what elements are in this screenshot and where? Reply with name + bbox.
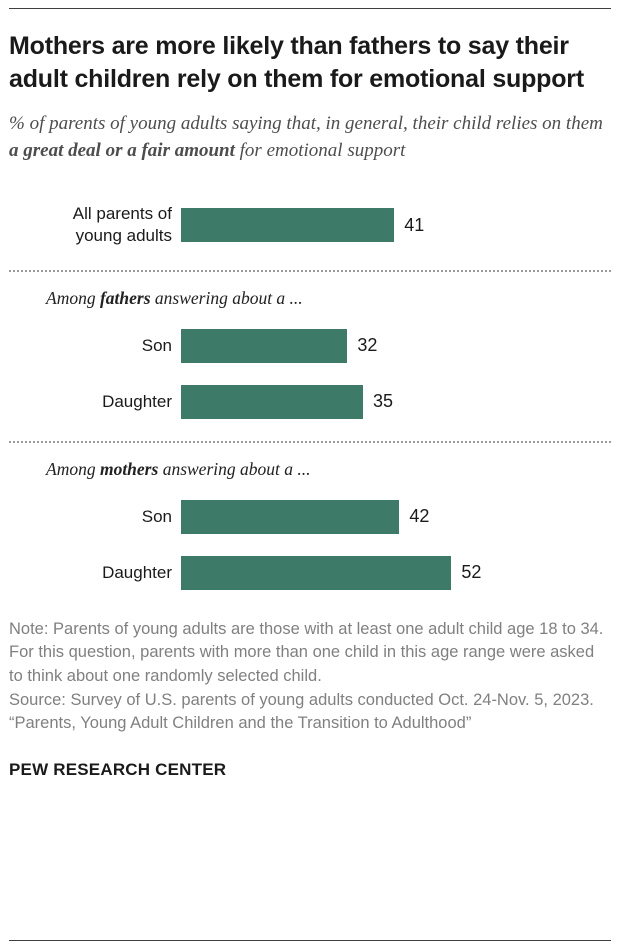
bar-value: 35 (373, 391, 394, 412)
footer-notes: Note: Parents of young adults are those … (9, 618, 611, 780)
bar (181, 499, 400, 534)
bar-row-fathers-son: Son 32 (9, 328, 611, 363)
section-suffix: answering about a ... (158, 458, 311, 479)
bar-row-mothers-daughter: Daughter 52 (9, 555, 611, 590)
bottom-divider (9, 940, 611, 941)
section-prefix: Among (46, 458, 100, 479)
bar-row-all-parents: All parents of young adults 41 (9, 203, 611, 248)
bar (181, 328, 348, 363)
top-divider (9, 8, 611, 9)
subtitle-prefix: % of parents of young adults saying that… (9, 113, 603, 134)
bar-value: 42 (409, 506, 430, 527)
bar-track: 52 (181, 555, 611, 590)
subtitle-suffix: for emotional support (234, 139, 406, 161)
dotted-divider (9, 440, 611, 443)
report-title-text: “Parents, Young Adult Children and the T… (9, 714, 472, 733)
section-bold: fathers (99, 287, 151, 308)
subtitle-bold: a great deal or a fair amount (9, 139, 235, 161)
bar-row-fathers-daughter: Daughter 35 (9, 384, 611, 419)
source-text: Source: Survey of U.S. parents of young … (9, 690, 594, 709)
bar-row-mothers-son: Son 42 (9, 499, 611, 534)
bar-track: 41 (181, 208, 611, 243)
section-prefix: Among (46, 287, 100, 308)
bar-track: 42 (181, 499, 611, 534)
bar-value: 52 (461, 562, 482, 583)
dotted-divider (9, 269, 611, 272)
note-text: Note: Parents of young adults are those … (9, 619, 604, 685)
section-bold: mothers (99, 458, 159, 479)
bar-chart: All parents of young adults 41 Among fat… (9, 203, 611, 590)
section-suffix: answering about a ... (150, 287, 303, 308)
chart-title: Mothers are more likely than fathers to … (9, 32, 584, 93)
bar-track: 35 (181, 384, 611, 419)
bar (181, 208, 395, 243)
pew-research-center-brand: PEW RESEARCH CENTER (9, 759, 227, 779)
bar-label: Son (141, 335, 172, 355)
bar-value: 41 (404, 214, 425, 235)
section-header-mothers: Among mothers answering about a ... (9, 459, 611, 480)
bar (181, 384, 363, 419)
bar-value: 32 (357, 335, 378, 356)
bar (181, 555, 452, 590)
bar-label: Daughter (102, 391, 172, 411)
bar-label: Son (141, 506, 172, 526)
chart-subtitle: % of parents of young adults saying that… (9, 111, 611, 165)
bar-track: 32 (181, 328, 611, 363)
section-header-fathers: Among fathers answering about a ... (9, 288, 611, 309)
bar-label: All parents of young adults (72, 203, 172, 246)
bar-label: Daughter (102, 562, 172, 582)
